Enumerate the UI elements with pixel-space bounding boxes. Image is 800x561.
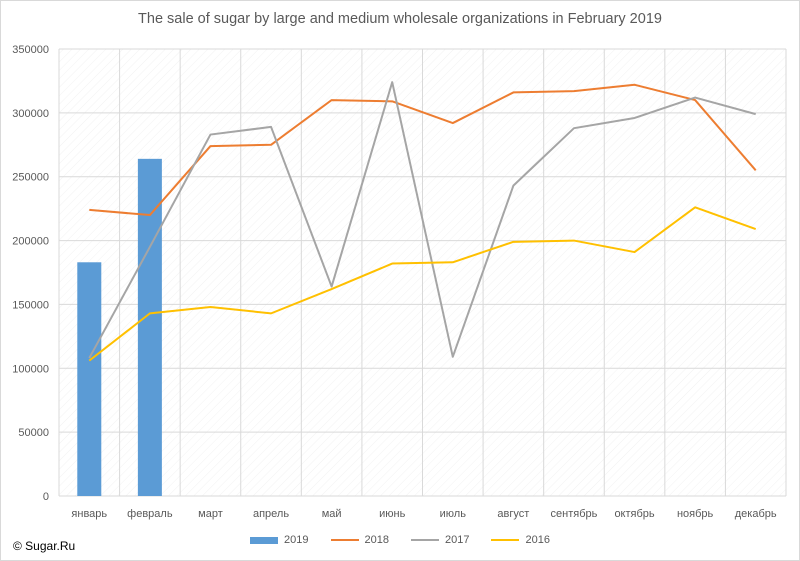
legend-item-2018: 2018 — [330, 534, 389, 546]
labels-layer: 0 50000 100000 150000 200000 250000 300000 3500… — [12, 44, 777, 520]
x-tick-label: июнь — [379, 508, 405, 520]
x-tick-label: март — [198, 508, 223, 520]
legend-swatch — [491, 539, 520, 541]
x-tick-label: апрель — [253, 508, 289, 520]
legend-swatch — [250, 536, 279, 544]
lines-layer — [88, 81, 757, 362]
grid-layer — [58, 48, 787, 497]
legend-label: 2019 — [284, 534, 309, 546]
x-tick-label: январь — [71, 508, 107, 520]
x-tick-label: февраль — [127, 508, 173, 520]
y-tick-label: 100000 — [12, 363, 49, 375]
line-series-2018 — [89, 83, 757, 217]
x-tick-label: июль — [440, 508, 467, 520]
legend-item-2017: 2017 — [411, 534, 469, 546]
legend-swatch — [411, 539, 439, 541]
y-tick-label: 300000 — [12, 108, 49, 120]
legend-label: 2016 — [525, 534, 550, 546]
x-tick-label: сентябрь — [551, 508, 598, 520]
y-tick-label: 350000 — [12, 44, 49, 56]
bar-2019 — [137, 158, 162, 496]
y-tick-label: 50000 — [18, 427, 49, 439]
y-tick-label: 0 — [43, 491, 49, 503]
x-tick-label: октябрь — [614, 508, 654, 520]
legend-label: 2017 — [445, 534, 470, 546]
legend-label: 2018 — [364, 534, 389, 546]
y-tick-label: 150000 — [12, 299, 49, 311]
legend-item-2019: 2019 — [250, 534, 309, 546]
legend-item-2016: 2016 — [491, 534, 550, 546]
bar-2019 — [77, 262, 102, 496]
legend-swatch — [330, 539, 359, 541]
chart-title: The sale of sugar by large and medium wh… — [138, 11, 662, 27]
y-tick-label: 250000 — [12, 172, 49, 184]
x-tick-label: май — [322, 508, 342, 520]
x-tick-label: август — [497, 508, 529, 520]
legend: 2019 2018 2017 2016 — [1, 534, 799, 546]
y-tick-label: 200000 — [12, 236, 49, 248]
line-series-2016 — [88, 206, 757, 362]
x-tick-label: декабрь — [735, 508, 777, 520]
copyright-text: © Sugar.Ru — [13, 539, 76, 553]
x-tick-label: ноябрь — [677, 508, 714, 520]
line-series-2017 — [88, 81, 756, 359]
